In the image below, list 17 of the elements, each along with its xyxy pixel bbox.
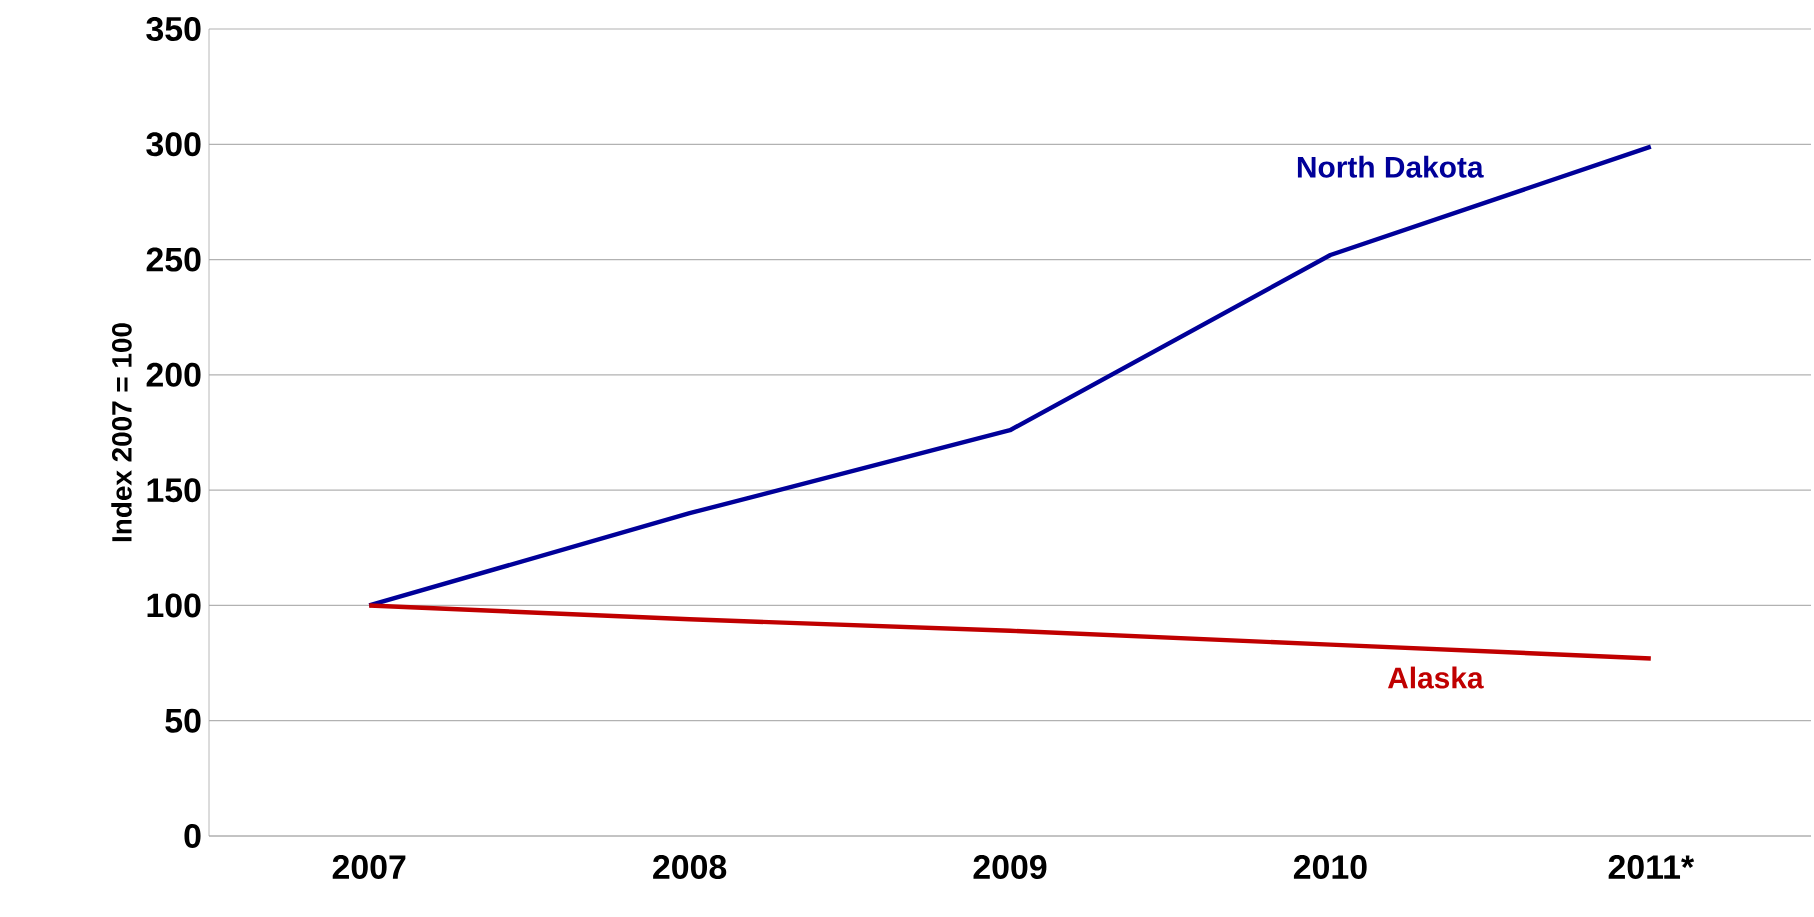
x-tick-label: 2008 <box>653 855 727 880</box>
series-label: North Dakota <box>1297 155 1484 178</box>
y-axis-title: Index 2007 = 100 <box>111 323 132 542</box>
y-tick-label: 100 <box>147 593 201 618</box>
series-label: Alaska <box>1387 666 1484 689</box>
x-tick-label: 2011* <box>1608 855 1695 880</box>
line-series <box>367 603 1654 661</box>
y-tick-label: 350 <box>146 16 201 42</box>
y-tick-label: 250 <box>146 247 201 272</box>
x-tick-label: 2010 <box>1293 855 1367 880</box>
y-tick-label: 300 <box>146 132 201 157</box>
y-tick-label: 50 <box>165 708 201 733</box>
y-tick-label: 200 <box>146 362 201 387</box>
y-tick-label: 0 <box>184 824 201 849</box>
x-tick-label: 2009 <box>973 855 1047 880</box>
x-tick-label: 2007 <box>332 855 406 880</box>
y-tick-label: 150 <box>147 478 201 503</box>
